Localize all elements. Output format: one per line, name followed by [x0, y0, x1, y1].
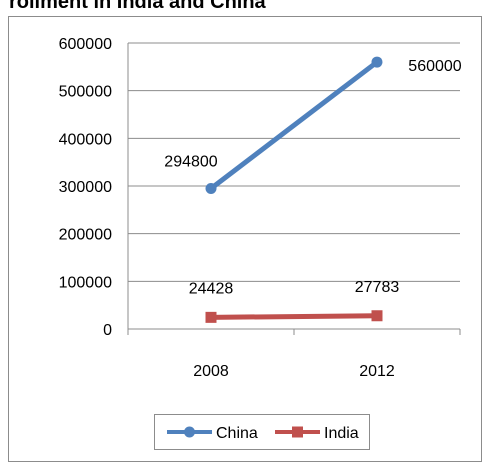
- data-labels: 294800 560000 24428 27783: [164, 58, 461, 297]
- series-line-india: [210, 313, 378, 320]
- series-line-china: [209, 60, 379, 191]
- y-tick-labels: 0 100000 200000 300000 400000 500000 600000: [59, 36, 112, 339]
- data-point-india: [205, 311, 217, 323]
- data-point-china: [205, 182, 217, 194]
- legend: [154, 414, 370, 450]
- data-point-india: [371, 310, 383, 322]
- y-tick-label: 200000: [59, 227, 112, 244]
- y-tick-label: 100000: [59, 274, 112, 291]
- y-tick-label: 0: [103, 322, 112, 339]
- data-label-india: 24428: [189, 280, 234, 297]
- data-point-china: [371, 56, 383, 68]
- y-tick-label: 300000: [59, 179, 112, 196]
- x-tick-label: 2008: [193, 363, 229, 380]
- data-label-india: 27783: [355, 279, 400, 296]
- y-tick-label: 400000: [59, 131, 112, 148]
- data-label-china: 294800: [164, 153, 217, 170]
- series-lines: [205, 56, 383, 323]
- x-tick-label: 2012: [359, 363, 395, 380]
- x-tick-labels: 2008 2012: [193, 363, 395, 380]
- gridlines: [127, 42, 461, 335]
- y-tick-label: 500000: [59, 84, 112, 101]
- chart-title: rollment in India and China: [9, 0, 266, 13]
- y-tick-label: 600000: [59, 36, 112, 53]
- data-label-china: 560000: [408, 58, 461, 75]
